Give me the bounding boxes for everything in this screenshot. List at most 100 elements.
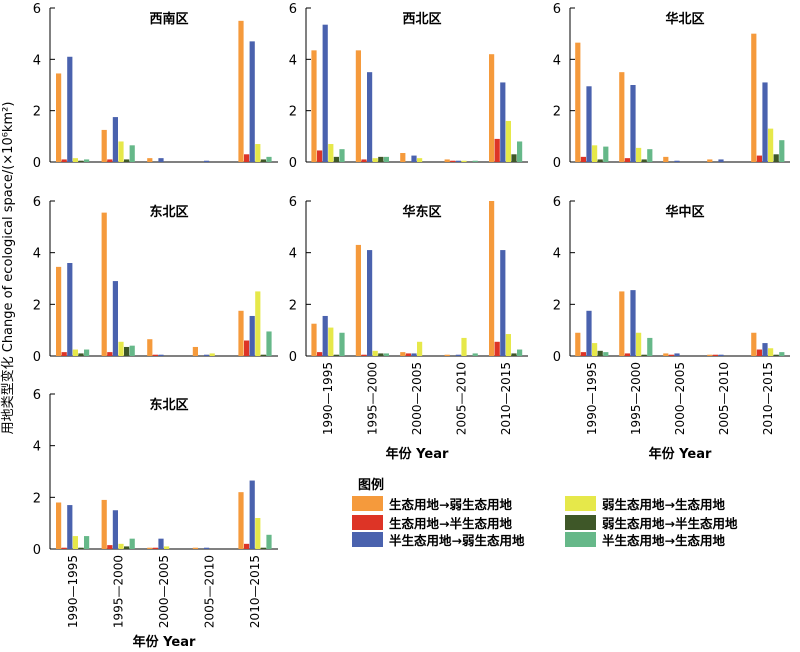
y-tick-label: 0 <box>289 156 297 171</box>
bar <box>339 332 345 356</box>
bar <box>489 201 495 356</box>
bar <box>751 332 757 356</box>
y-tick-label: 0 <box>553 350 561 365</box>
x-tick-label: 2000—2005 <box>157 555 171 628</box>
bar <box>511 154 517 162</box>
bar <box>500 82 506 162</box>
bar <box>101 129 107 162</box>
bar <box>355 50 361 162</box>
bar <box>311 50 317 162</box>
bar <box>328 327 334 356</box>
bar <box>255 518 261 549</box>
bar <box>101 499 107 549</box>
bar <box>147 158 153 162</box>
legend-swatch <box>565 495 596 511</box>
bar <box>756 349 762 356</box>
y-tick-label: 6 <box>289 2 297 17</box>
y-tick-label: 2 <box>33 491 41 506</box>
y-tick-label: 6 <box>33 2 41 17</box>
legend-item: 生态用地→半生态用地 <box>352 514 512 531</box>
bar <box>500 250 506 356</box>
bar <box>311 323 317 356</box>
bar <box>668 354 674 356</box>
bar <box>118 141 124 162</box>
bar <box>255 291 261 356</box>
chart-panel: 0 2 4 6 西南区 <box>33 2 278 171</box>
bar <box>603 146 609 162</box>
y-tick-label: 6 <box>33 195 41 210</box>
bar <box>107 352 113 356</box>
x-tick-label: 1995—2000 <box>629 362 643 435</box>
x-tick-label: 2010—2015 <box>499 362 513 435</box>
bar <box>773 154 779 162</box>
bar <box>260 354 266 356</box>
bar <box>72 536 78 549</box>
bar <box>707 354 713 356</box>
bar <box>56 266 62 356</box>
legend-item: 弱生态用地→半生态用地 <box>565 514 737 531</box>
bar <box>67 263 73 356</box>
bar <box>367 72 373 162</box>
legend-swatch <box>565 531 596 547</box>
y-tick-label: 4 <box>289 53 297 68</box>
legend-swatch <box>565 514 596 530</box>
bar <box>762 82 768 162</box>
bar <box>101 212 107 356</box>
x-tick-label: 2000—2005 <box>410 362 424 435</box>
legend: 图例 生态用地→弱生态用地 生态用地→半生态用地 半生态用地→弱生态用地 弱生态… <box>352 474 792 554</box>
bar <box>383 156 389 162</box>
bar <box>238 310 244 356</box>
y-tick-label: 4 <box>553 53 561 68</box>
legend-swatch <box>352 495 383 511</box>
bar <box>461 160 467 162</box>
bar <box>249 315 255 356</box>
bar <box>636 332 642 356</box>
bar <box>61 352 67 356</box>
bar <box>592 343 598 356</box>
bar <box>238 20 244 163</box>
bar <box>84 159 90 162</box>
bar <box>56 502 62 549</box>
bar <box>112 281 118 356</box>
bar <box>118 543 124 549</box>
bar <box>266 331 272 356</box>
bar <box>779 140 785 162</box>
panel-title: 华北区 <box>665 11 704 27</box>
bar <box>768 128 774 162</box>
bar <box>61 159 67 162</box>
legend-item: 生态用地→弱生态用地 <box>352 495 512 512</box>
bar <box>411 353 417 356</box>
bar <box>624 158 630 162</box>
bar <box>603 352 609 356</box>
bar <box>124 346 130 356</box>
bar <box>663 353 669 356</box>
x-tick-label: 1990—1995 <box>66 555 80 628</box>
bar <box>152 354 158 356</box>
x-tick-label: 2010—2015 <box>248 555 262 628</box>
bar <box>124 159 130 162</box>
bar <box>255 144 261 162</box>
bar <box>751 33 757 162</box>
bar <box>575 42 581 162</box>
bar <box>328 144 334 162</box>
x-tick-label: 1990—1995 <box>321 362 335 435</box>
legend-label: 弱生态用地→生态用地 <box>602 496 725 512</box>
bar <box>400 153 406 162</box>
bar <box>78 160 84 162</box>
y-tick-label: 2 <box>553 298 561 313</box>
bar <box>238 492 244 549</box>
bar <box>67 505 73 549</box>
x-tick-label: 2010—2015 <box>761 362 775 435</box>
bar <box>61 547 67 549</box>
bar <box>260 159 266 162</box>
x-tick-label: 2000—2005 <box>673 362 687 435</box>
bar <box>597 159 603 162</box>
bar <box>266 156 272 162</box>
panel-title: 华东区 <box>402 204 441 220</box>
y-tick-label: 6 <box>553 195 561 210</box>
bar <box>383 353 389 356</box>
bar <box>411 155 417 162</box>
bar <box>129 345 135 356</box>
x-tick-label: 1995—2000 <box>111 555 125 628</box>
bar <box>674 160 680 162</box>
